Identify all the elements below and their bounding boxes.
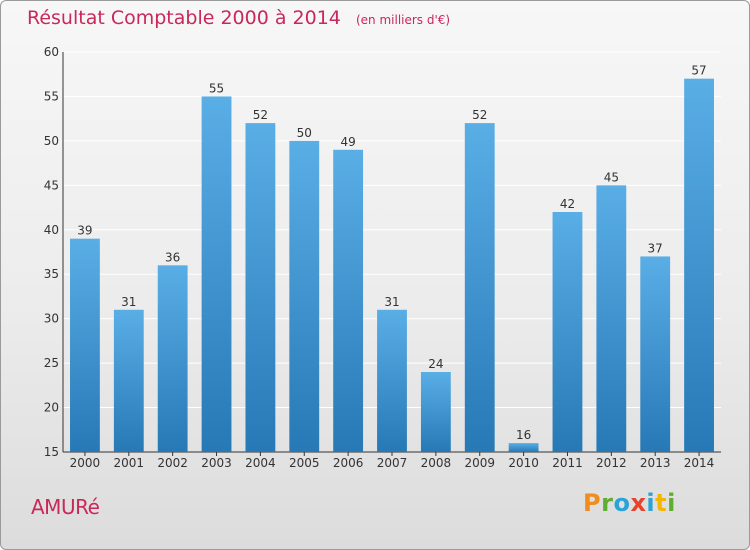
x-tick-label: 2002 bbox=[157, 456, 188, 470]
x-tick-label: 2012 bbox=[596, 456, 627, 470]
bar bbox=[552, 212, 583, 452]
x-tick-label: 2001 bbox=[114, 456, 145, 470]
y-tick-label: 55 bbox=[44, 89, 59, 103]
x-tick-label: 2006 bbox=[333, 456, 364, 470]
x-tick-label: 2013 bbox=[640, 456, 671, 470]
bar bbox=[289, 140, 320, 452]
data-label: 39 bbox=[77, 224, 92, 238]
bar bbox=[508, 443, 539, 452]
bar bbox=[377, 309, 407, 452]
x-tick-label: 2008 bbox=[421, 456, 452, 470]
logo-letter: P bbox=[583, 489, 602, 517]
data-label: 24 bbox=[428, 357, 443, 371]
y-tick-label: 50 bbox=[44, 134, 59, 148]
logo-letter: o bbox=[613, 489, 631, 517]
data-label: 16 bbox=[516, 428, 531, 442]
x-tick-label: 2007 bbox=[377, 456, 408, 470]
data-label: 52 bbox=[253, 108, 268, 122]
proxiti-logo: Proxiti bbox=[583, 489, 676, 517]
data-label: 31 bbox=[384, 295, 399, 309]
x-tick-label: 2005 bbox=[289, 456, 320, 470]
logo-letter: r bbox=[601, 489, 614, 517]
x-tick-label: 2009 bbox=[464, 456, 495, 470]
data-label: 57 bbox=[691, 64, 706, 78]
data-label: 55 bbox=[209, 81, 224, 95]
x-tick-label: 2011 bbox=[552, 456, 583, 470]
bar bbox=[333, 149, 364, 452]
chart-title: Résultat Comptable 2000 à 2014 bbox=[27, 7, 341, 29]
bar bbox=[70, 238, 100, 452]
y-tick-label: 25 bbox=[44, 356, 59, 370]
x-tick-label: 2010 bbox=[508, 456, 539, 470]
bar bbox=[464, 123, 495, 452]
data-label: 50 bbox=[297, 126, 312, 140]
data-label: 36 bbox=[165, 250, 180, 264]
title-row: Résultat Comptable 2000 à 2014 (en milli… bbox=[27, 7, 450, 29]
bar bbox=[684, 78, 714, 453]
bar bbox=[596, 185, 627, 453]
data-label: 37 bbox=[648, 241, 663, 255]
y-tick-label: 35 bbox=[44, 267, 59, 281]
y-tick-label: 40 bbox=[44, 223, 59, 237]
commune-name: AMURé bbox=[31, 495, 100, 519]
logo-letter: t bbox=[655, 489, 668, 517]
x-tick-label: 2014 bbox=[684, 456, 715, 470]
y-tick-label: 15 bbox=[44, 445, 59, 459]
bar bbox=[113, 309, 144, 452]
x-tick-label: 2004 bbox=[245, 456, 276, 470]
y-tick-label: 20 bbox=[44, 401, 59, 415]
chart-unit: (en milliers d'€) bbox=[355, 13, 451, 27]
y-tick-label: 30 bbox=[44, 312, 59, 326]
logo-letter: x bbox=[630, 489, 647, 517]
data-label: 42 bbox=[560, 197, 575, 211]
bar bbox=[201, 96, 232, 452]
y-tick-label: 60 bbox=[44, 45, 59, 59]
bar bbox=[420, 372, 451, 452]
logo-letter: i bbox=[646, 489, 656, 517]
x-tick-label: 2003 bbox=[201, 456, 232, 470]
data-label: 45 bbox=[604, 170, 619, 184]
x-tick-label: 2000 bbox=[70, 456, 101, 470]
bar bbox=[157, 265, 188, 452]
logo-letter: i bbox=[667, 489, 676, 517]
bar bbox=[640, 256, 671, 452]
data-label: 49 bbox=[340, 135, 355, 149]
y-tick-label: 45 bbox=[44, 178, 59, 192]
data-label: 52 bbox=[472, 108, 487, 122]
bar bbox=[245, 123, 276, 452]
data-label: 31 bbox=[121, 295, 136, 309]
